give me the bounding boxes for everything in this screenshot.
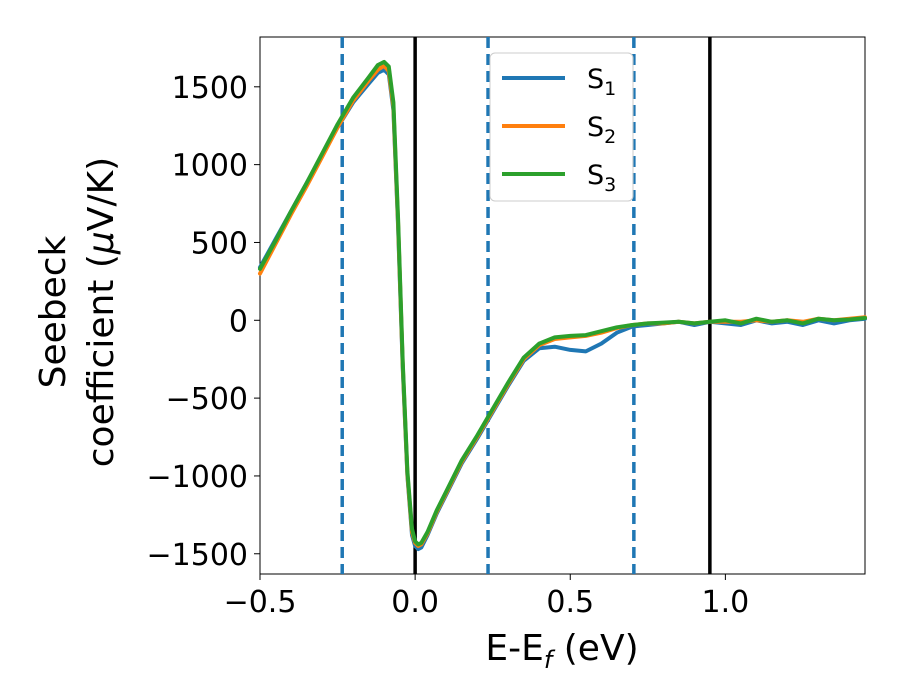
- y-axis-label-line2: coefficient (μV/K): [81, 157, 122, 467]
- y-tick-label: 500: [191, 226, 248, 261]
- y-tick-label: −1000: [147, 460, 248, 495]
- y-tick-label: 0: [229, 304, 248, 339]
- x-tick-label: 0.5: [546, 585, 594, 620]
- x-tick-label: 1.0: [702, 585, 750, 620]
- x-tick-label: 0.0: [391, 585, 439, 620]
- legend-label-s3: S3: [587, 160, 616, 196]
- legend-label-s1: S1: [587, 64, 616, 100]
- legend: S1 S2 S3: [489, 52, 634, 202]
- series-lines: [258, 59, 867, 552]
- y-tick-label: −1500: [147, 538, 248, 573]
- plot-area: [258, 36, 867, 575]
- x-axis-label: E-Ef (eV): [485, 628, 638, 674]
- legend-label-s2: S2: [587, 112, 616, 148]
- y-tick-label: 1000: [172, 149, 248, 184]
- y-axis-label: Seebeck coefficient (μV/K): [33, 157, 122, 467]
- axes-frame: [259, 36, 866, 575]
- series-line-s3: [258, 59, 867, 547]
- y-axis-label-line1: Seebeck: [33, 235, 74, 388]
- x-axis-ticks: −0.5 0.0 0.5 1.0: [224, 574, 750, 620]
- y-tick-label: −500: [166, 382, 248, 417]
- y-tick-label: 1500: [172, 71, 248, 106]
- x-tick-label: −0.5: [224, 585, 297, 620]
- y-axis-ticks: 1500 1000 500 0 −500 −1000 −1500: [147, 71, 260, 573]
- vertical-reference-lines: [340, 37, 712, 574]
